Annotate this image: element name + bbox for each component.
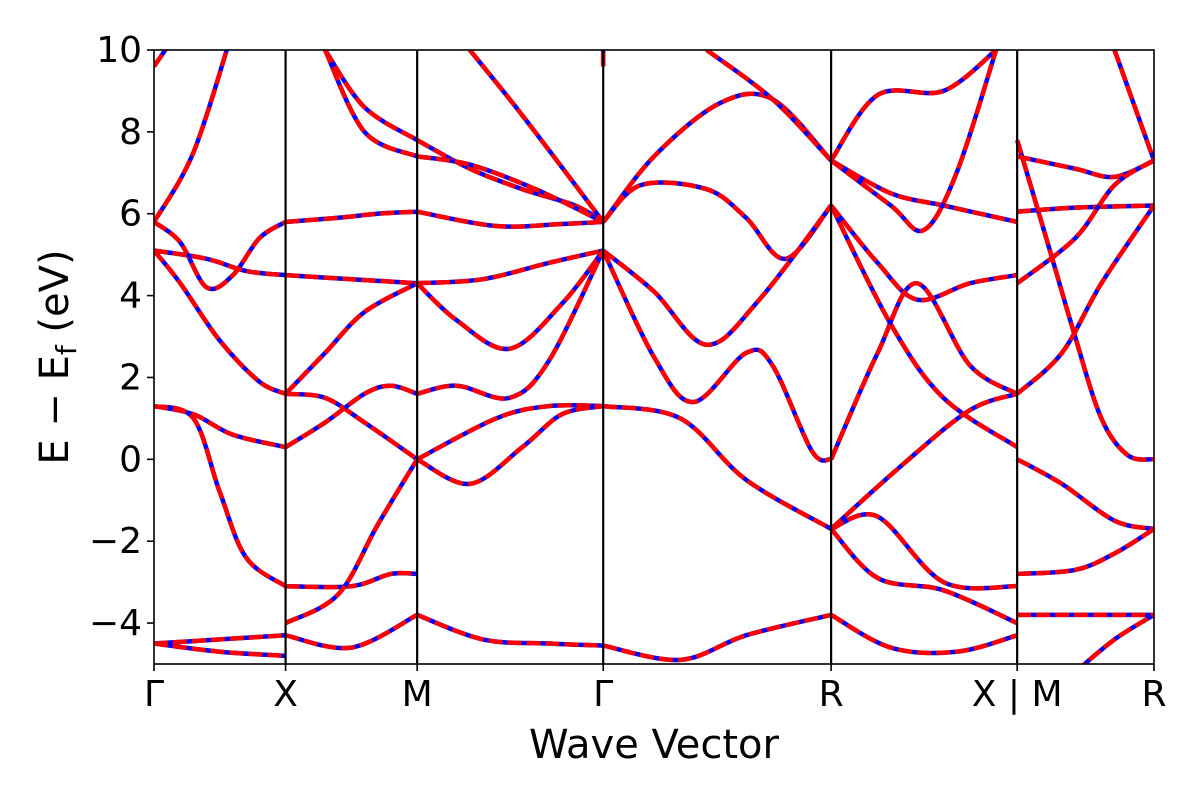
band-line-7-red (154, 633, 286, 646)
band-line-10-red (285, 272, 418, 286)
band-line-22-red (417, 248, 604, 286)
band-line-37-blue (829, 50, 998, 162)
band-line-8-red (154, 641, 286, 659)
band-line-50-red (1015, 158, 1154, 286)
band-line-18-red (323, 50, 419, 159)
band-line-0-red (154, 50, 169, 68)
band-line-41-red (829, 204, 1019, 449)
band-line-21-blue (416, 209, 604, 229)
band-line-20-blue (416, 154, 605, 224)
band-line-45-red (829, 527, 1019, 626)
band-line-5-red (154, 403, 287, 450)
band-line-33-red (601, 249, 832, 463)
band-line-17-red (323, 50, 419, 143)
band-line-1-blue (154, 50, 230, 224)
y-tick-label-3: 2 (119, 357, 142, 398)
x-tick-label-2: M (402, 674, 433, 715)
band-line-11-blue (283, 281, 419, 396)
band-line-38-red (830, 158, 1018, 225)
band-line-56-red (1112, 50, 1154, 162)
band-line-36-red (705, 50, 833, 163)
band-line-42-red (829, 281, 1019, 461)
y-tick-label-7: 10 (96, 30, 142, 71)
y-axis: −4 −2 0 2 4 6 8 10 (89, 30, 154, 644)
band-line-46-blue (829, 612, 1018, 656)
y-tick-label-0: −4 (89, 603, 142, 644)
band-line-14-red (285, 570, 418, 590)
band-line-27-red (416, 612, 604, 648)
band-line-43-blue (829, 391, 1018, 531)
band-line-28-red (468, 50, 605, 224)
band-line-50-blue (1015, 158, 1154, 286)
x-tick-label-5: X | M (972, 674, 1063, 715)
band-line-12-red (285, 391, 419, 462)
x-tick-label-6: R (1141, 674, 1166, 715)
band-line-31-blue (601, 180, 833, 262)
band-line-30-red (601, 91, 833, 224)
band-line-39-blue (829, 50, 999, 234)
band-line-20-red (416, 154, 605, 224)
y-axis-label-subscript: f (50, 344, 83, 355)
band-line-51-red (1015, 204, 1154, 396)
y-axis-label-unit: (eV) (32, 249, 78, 345)
band-line-23-blue (415, 249, 605, 352)
y-tick-label-1: −2 (89, 521, 142, 562)
band-line-17-blue (323, 50, 419, 143)
x-axis-label: Wave Vector (529, 722, 780, 768)
band-line-24-red (416, 249, 606, 401)
x-tick-label-4: R (819, 674, 844, 715)
band-line-13-red (284, 383, 418, 450)
x-tick-label-1: X (273, 674, 298, 715)
band-line-44-red (830, 512, 1018, 591)
band-line-32-red (601, 204, 833, 347)
band-line-49-red (1017, 203, 1154, 214)
band-line-34-red (602, 403, 833, 531)
band-line-55-red (1081, 612, 1154, 664)
x-tick-label-3: Γ (593, 674, 613, 715)
y-tick-label-6: 8 (119, 112, 142, 153)
y-axis-label: E − Ef (eV) (32, 249, 83, 464)
y-tick-label-5: 6 (119, 194, 142, 235)
band-line-47-red (1015, 139, 1154, 462)
band-line-2-red (154, 219, 287, 292)
band-line-38-blue (830, 158, 1018, 225)
band-line-26-red (416, 403, 604, 487)
plot-frame (153, 49, 1155, 665)
band-line-53-red (1017, 526, 1154, 577)
band-line-40-red (829, 204, 1018, 303)
bands-layer (154, 50, 1154, 664)
x-axis: Γ X M Γ R X | M R (144, 664, 1167, 715)
band-line-36-blue (705, 50, 833, 163)
band-line-1-red (154, 50, 230, 224)
band-line-23-red (415, 249, 605, 352)
y-tick-label-4: 4 (119, 276, 142, 317)
band-line-9-red (285, 209, 418, 225)
x-tick-label-0: Γ (144, 674, 164, 715)
band-line-15-red (284, 458, 420, 626)
band-line-4-red (154, 249, 287, 396)
band-line-52-red (1016, 457, 1154, 532)
band-line-37-red (829, 50, 998, 162)
band-line-47-blue (1015, 139, 1154, 462)
band-line-11-red (283, 281, 419, 396)
band-line-16-red (285, 612, 419, 651)
band-line-6-red (154, 403, 287, 589)
band-line-30-blue (601, 91, 833, 224)
band-line-33-blue (601, 249, 832, 463)
band-line-46-red (829, 612, 1018, 656)
band-line-15-blue (284, 458, 420, 626)
kpoint-lines (284, 50, 1019, 664)
band-line-43-red (829, 391, 1018, 531)
band-line-25-red (416, 402, 604, 462)
band-line-35-red (602, 612, 832, 663)
band-line-39-red (829, 50, 999, 234)
band-line-44-blue (830, 512, 1018, 591)
band-line-3-red (154, 248, 286, 278)
y-tick-label-2: 0 (119, 439, 142, 480)
y-axis-label-main: E − E (32, 355, 78, 465)
